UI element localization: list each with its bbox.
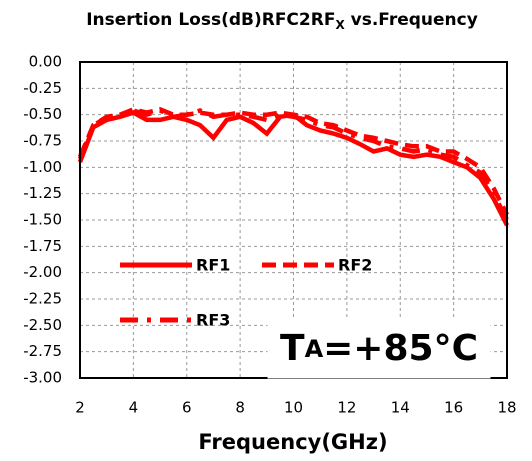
x-tick-label: 2 <box>75 399 85 417</box>
annotation: TA=+85°C <box>280 328 478 369</box>
y-tick-label: -0.25 <box>23 79 62 97</box>
y-tick-label: -2.25 <box>23 290 62 308</box>
y-tick-label: -1.25 <box>23 184 62 202</box>
annotation-part: =+85°C <box>323 328 478 369</box>
legend-label: RF2 <box>338 256 372 275</box>
y-tick-label: -1.75 <box>23 237 62 255</box>
y-tick-label: -3.00 <box>23 369 62 387</box>
annotation-part: T <box>280 328 305 369</box>
y-tick-label: 0.00 <box>29 53 62 71</box>
legend-label: RF3 <box>196 311 230 330</box>
y-tick-label: -1.00 <box>23 158 62 176</box>
line-series <box>77 107 510 216</box>
x-tick-label: 6 <box>182 399 192 417</box>
chart-title: Insertion Loss(dB)RFC2RFX vs.Frequency <box>86 10 478 32</box>
x-tick-label: 8 <box>235 399 245 417</box>
x-tick-label: 18 <box>497 399 516 417</box>
line-series <box>77 108 510 222</box>
x-tick-label: 4 <box>129 399 139 417</box>
x-tick-label: 12 <box>337 399 356 417</box>
y-tick-label: -2.00 <box>23 263 62 281</box>
x-tick-label: 16 <box>444 399 463 417</box>
annotation-box <box>267 317 491 379</box>
y-tick-label: -2.50 <box>23 316 62 334</box>
x-axis-label: Frequency(GHz) <box>198 430 387 454</box>
y-tick-label: -0.75 <box>23 132 62 150</box>
annotation-part: A <box>305 335 324 363</box>
x-tick-label: 14 <box>391 399 410 417</box>
y-tick-label: -1.50 <box>23 211 62 229</box>
x-tick-label: 10 <box>284 399 303 417</box>
y-tick-label: -0.50 <box>23 105 62 123</box>
y-tick-label: -2.75 <box>23 342 62 360</box>
legend-label: RF1 <box>196 256 230 275</box>
